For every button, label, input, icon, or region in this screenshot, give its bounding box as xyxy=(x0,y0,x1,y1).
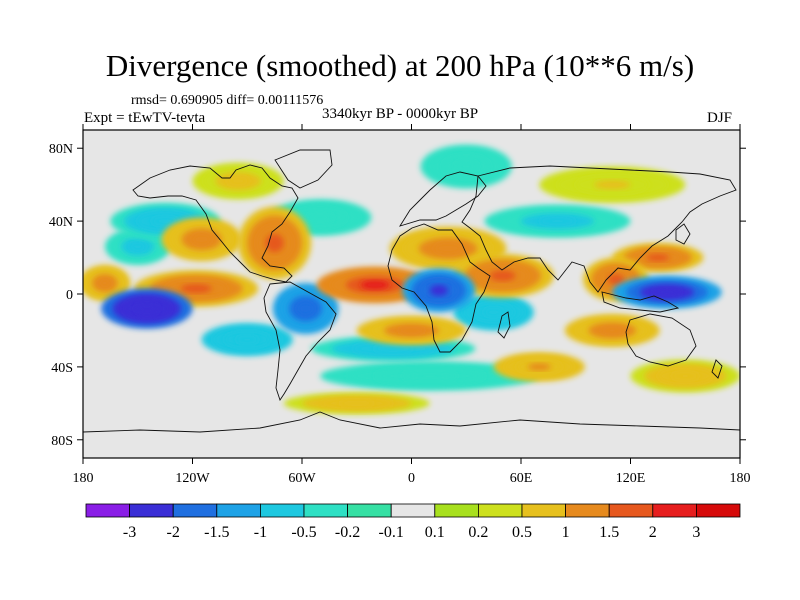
colorbar-box xyxy=(216,503,261,518)
x-tick-label: 180 xyxy=(73,471,94,486)
field-contour-18-3 xyxy=(433,242,463,254)
y-tick-label: 0 xyxy=(66,288,73,303)
coastline-europe-north xyxy=(398,171,487,227)
field-contour-2-3 xyxy=(454,160,478,172)
colorbar-box xyxy=(521,503,566,518)
colorbar-box xyxy=(172,503,218,518)
colorbar-label: -1.5 xyxy=(204,524,229,541)
y-tick-label: 80N xyxy=(49,142,73,157)
coastline-north-america xyxy=(132,164,299,283)
colorbar-box xyxy=(85,503,130,518)
colorbar-box xyxy=(434,503,479,518)
x-tick-label: 0 xyxy=(408,471,415,486)
divergence-field xyxy=(83,144,740,415)
colorbar-label: -3 xyxy=(123,524,136,541)
colorbar-box xyxy=(477,503,523,518)
colorbar-box xyxy=(565,503,610,518)
colorbar-label: 0.1 xyxy=(425,524,445,541)
map-axes: 180 120W 60W 0 60E 120E 180 80N 40N 0 40S 80S xyxy=(49,124,751,486)
field-contour-13-3 xyxy=(527,363,551,371)
x-tick-label: 120W xyxy=(175,471,210,486)
period-label: 3340kyr BP - 0000kyr BP xyxy=(322,106,479,122)
colorbar-label: -0.2 xyxy=(335,524,360,541)
field-contour-25-3 xyxy=(360,280,390,290)
coastline-greenland xyxy=(274,149,333,189)
field-contour-9-3 xyxy=(338,400,375,407)
colorbar-label: -0.5 xyxy=(291,524,316,541)
coastline-indonesia xyxy=(601,291,680,313)
field-contour-5-3 xyxy=(539,217,576,226)
field-contour-7-3 xyxy=(151,216,179,226)
field-contour-27-3 xyxy=(653,288,681,297)
colorbar-label: 2 xyxy=(649,524,657,541)
field-contour-12-3 xyxy=(235,335,259,344)
rmsd-diff-stats: rmsd= 0.690905 diff= 0.00111576 xyxy=(131,93,324,108)
field-contour-0-3 xyxy=(402,372,458,380)
colorbar-label: 3 xyxy=(692,524,700,541)
x-tick-label: 180 xyxy=(730,471,751,486)
colorbar: -3 -2 -1.5 -1 -0.5 -0.2 -0.1 0.1 0.2 0.5 1 1.5 2 3 xyxy=(85,503,741,541)
colorbar-box xyxy=(390,503,436,518)
chart-title: Divergence (smoothed) at 200 hPa (10**6 … xyxy=(105,48,695,83)
x-tick-label: 120E xyxy=(616,471,646,486)
field-contour-26-3 xyxy=(429,284,448,296)
coastline-antarctica xyxy=(83,411,740,433)
colorbar-label: -1 xyxy=(254,524,267,541)
experiment-label: Expt = tEwTV-tevta xyxy=(84,110,206,126)
coastline-asia xyxy=(461,165,737,293)
colorbar-label: -2 xyxy=(167,524,180,541)
field-contour-3-3 xyxy=(594,180,631,190)
colorbar-box xyxy=(652,503,697,518)
colorbar-box xyxy=(347,503,392,518)
field-contour-15-3 xyxy=(191,233,212,245)
colorbar-box xyxy=(303,503,348,518)
coastline-australia xyxy=(625,313,697,367)
field-contour-24-3 xyxy=(297,302,314,315)
field-contour-1-3 xyxy=(307,212,334,223)
colorbar-box xyxy=(696,503,741,518)
colorbar-box xyxy=(129,503,174,518)
field-contour-19-3 xyxy=(180,283,212,294)
field-contour-23-3 xyxy=(607,273,625,285)
field-contour-20-3 xyxy=(265,233,284,253)
colorbar-box xyxy=(608,503,654,518)
field-contour-14-3 xyxy=(98,278,112,288)
colorbar-label: 1 xyxy=(562,524,570,541)
field-contour-11-3 xyxy=(483,307,504,317)
field-contour-22-3 xyxy=(646,253,670,262)
field-contour-21-3 xyxy=(489,270,516,282)
coastline-madagascar xyxy=(497,311,511,339)
coastline-japan xyxy=(675,223,691,245)
y-tick-label: 40S xyxy=(51,361,73,376)
field-contour-16-3 xyxy=(600,326,625,335)
y-tick-label: 40N xyxy=(49,215,73,230)
colorbar-label: 1.5 xyxy=(599,524,619,541)
season-label: DJF xyxy=(707,110,733,126)
colorbar-label: 0.5 xyxy=(512,524,532,541)
coastline-new-zealand xyxy=(711,359,723,379)
field-contour-4-3 xyxy=(129,242,146,252)
y-tick-label: 80S xyxy=(51,434,73,449)
field-contour-28-3 xyxy=(135,303,159,314)
x-tick-label: 60E xyxy=(510,471,533,486)
colorbar-box xyxy=(259,503,305,518)
coastline-south-america xyxy=(263,281,337,402)
colorbar-label: -0.1 xyxy=(379,524,404,541)
coastlines xyxy=(83,149,740,433)
x-tick-label: 60W xyxy=(288,471,316,486)
field-contour-10-3 xyxy=(671,371,699,381)
colorbar-label: 0.2 xyxy=(468,524,488,541)
field-contour-17-3 xyxy=(397,326,426,335)
field-contour-8-3 xyxy=(372,345,414,352)
field-contour-6-3 xyxy=(226,176,250,186)
coastline-europe-africa xyxy=(387,223,491,353)
